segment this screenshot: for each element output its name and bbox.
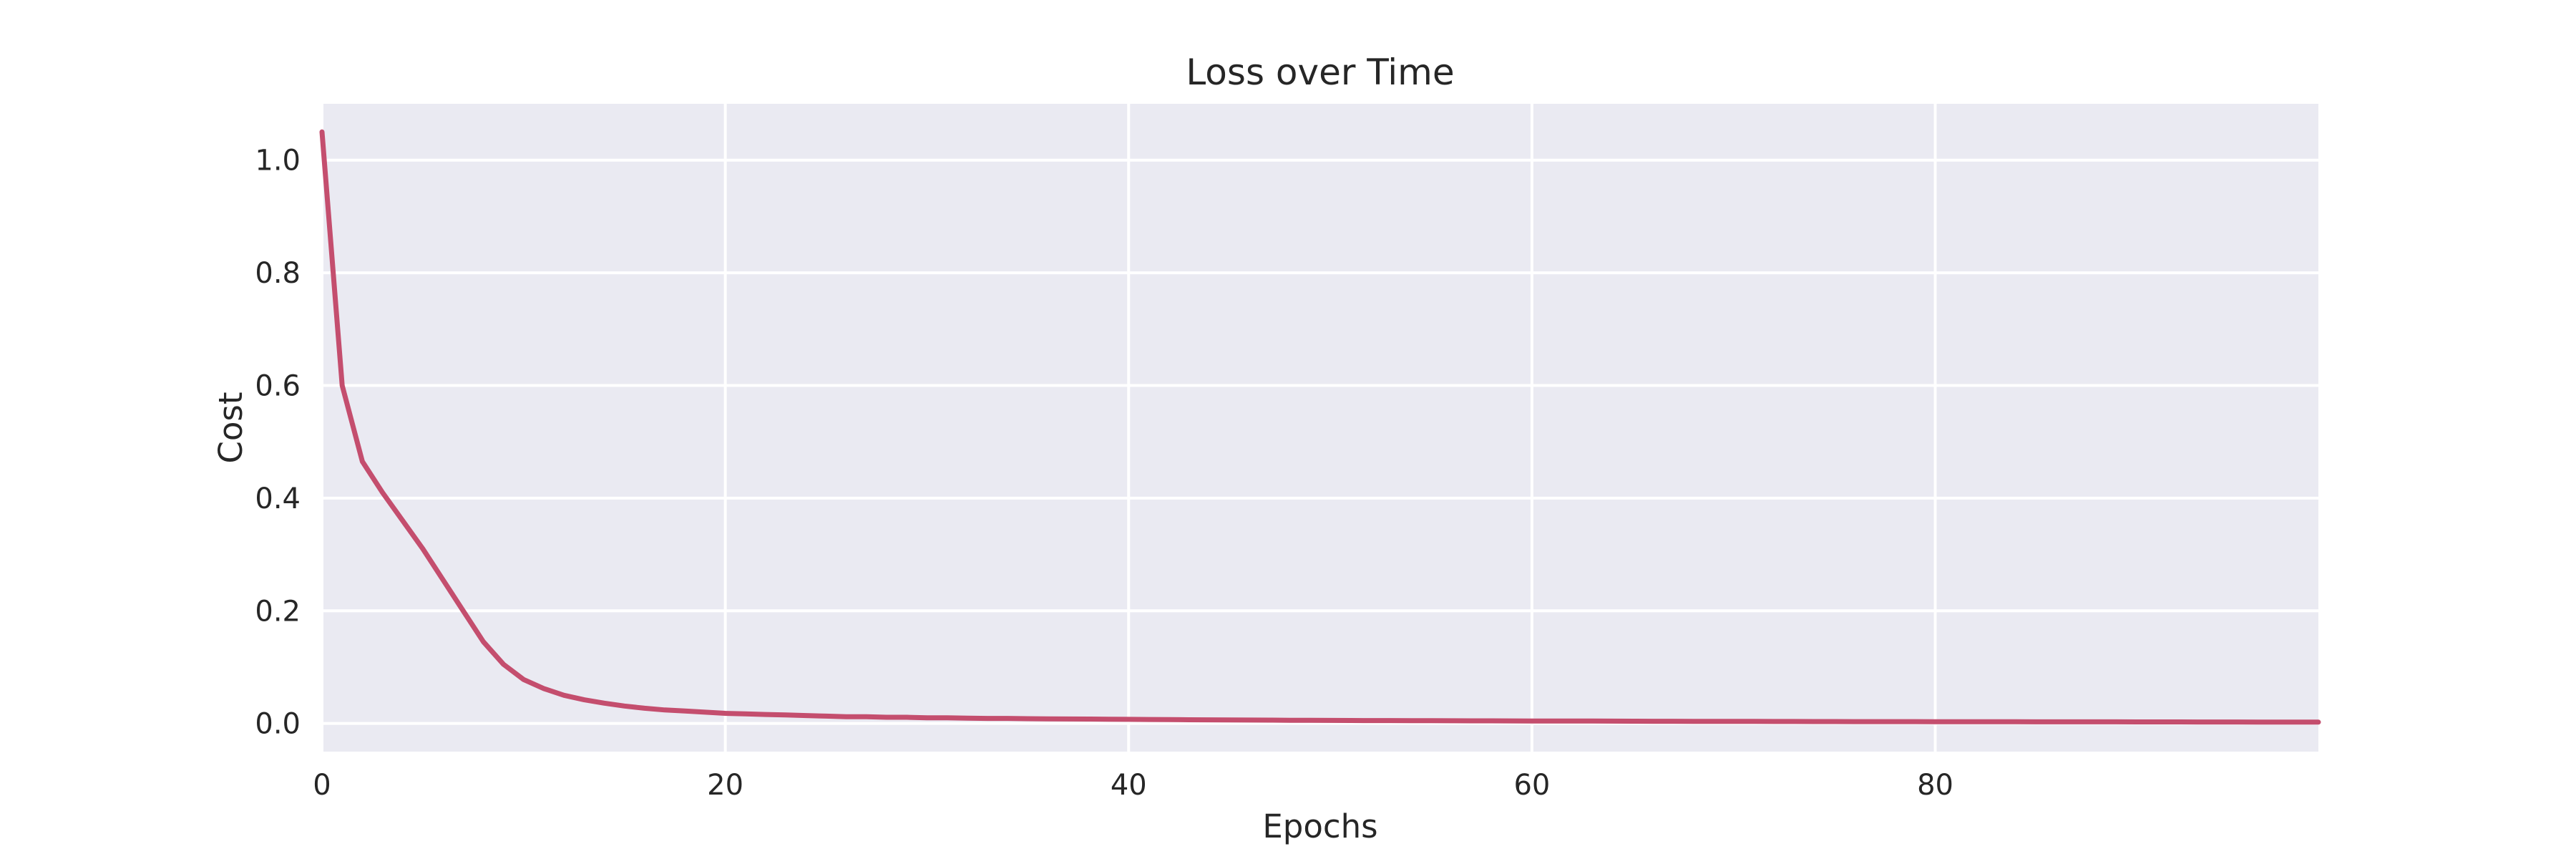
grid-lines <box>321 104 2318 752</box>
y-axis-label: Cost <box>212 392 250 463</box>
x-tick-label: 80 <box>1917 769 1953 802</box>
x-axis-label: Epochs <box>1262 807 1377 845</box>
chart-title: Loss over Time <box>1186 52 1454 93</box>
loss-series-line <box>319 129 2321 725</box>
y-tick-label: 0.6 <box>255 369 301 402</box>
x-tick-label: 40 <box>1111 769 1147 802</box>
y-tick-label: 0.0 <box>255 708 301 741</box>
x-axis-ticks: 0 20 40 60 80 <box>313 769 1953 802</box>
x-tick-label: 0 <box>313 769 331 802</box>
x-tick-label: 20 <box>707 769 743 802</box>
y-tick-label: 0.2 <box>255 595 301 628</box>
y-tick-label: 0.4 <box>255 482 301 515</box>
x-tick-label: 60 <box>1513 769 1550 802</box>
series-group <box>319 129 2321 725</box>
y-axis-ticks: 0.0 0.2 0.4 0.6 0.8 1.0 <box>255 145 301 741</box>
plot-area <box>322 104 2318 752</box>
y-tick-label: 0.8 <box>255 257 301 290</box>
y-tick-label: 1.0 <box>255 145 301 178</box>
